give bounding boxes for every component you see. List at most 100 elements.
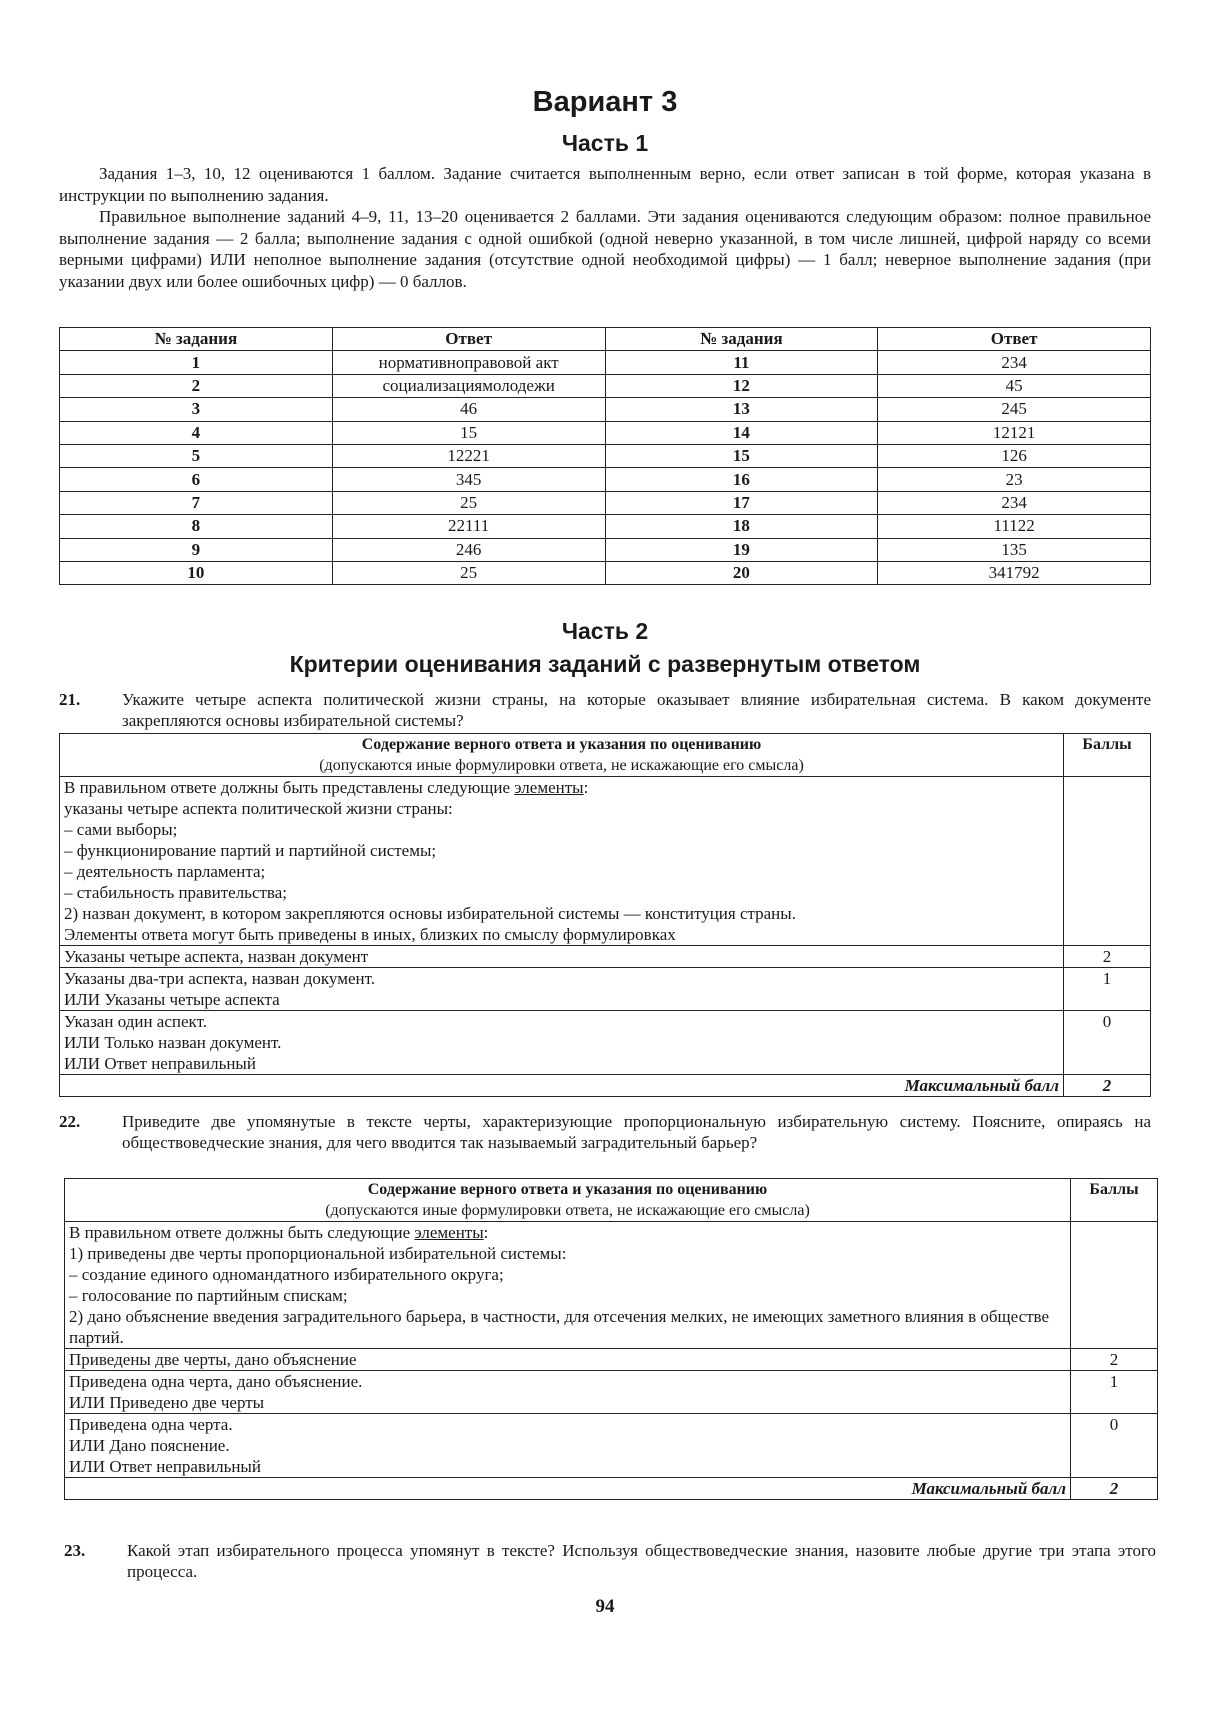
empty-score-cell [1070,1221,1158,1349]
criterion-line: ИЛИ Указаны четыре аспекта [64,990,280,1009]
score-row: Указаны четыре аспекта, назван документ 2 [59,945,1151,968]
score-criterion: Указаны два-три аспекта, назван документ… [59,967,1064,1011]
task-number-cell: 13 [604,397,879,422]
answer-line: – сами выборы; [64,820,178,839]
score-value: 1 [1070,1370,1158,1414]
answer-intro-text: В правильном ответе должны быть следующи… [69,1223,415,1242]
criteria-header-row: Содержание верного ответа и указания по … [59,733,1151,777]
empty-score-cell [1063,776,1151,946]
answer-line: – деятельность парламента; [64,862,266,881]
score-criterion: Приведена одна черта. ИЛИ Дано пояснение.… [64,1413,1071,1478]
part1-instructions: Задания 1–3, 10, 12 оцениваются 1 баллом… [59,163,1151,292]
score-criterion: Указан один аспект. ИЛИ Только назван док… [59,1010,1064,1075]
score-row: Указан один аспект. ИЛИ Только назван док… [59,1010,1151,1075]
answer-cell: 246 [331,537,606,562]
column-header: № задания [604,326,879,352]
answer-line: 2) назван документ, в котором закрепляют… [64,904,796,923]
task-number-cell: 12 [604,373,879,399]
answer-intro-underlined: элементы [514,778,584,797]
answer-cell: 12121 [877,420,1151,445]
question-text: Укажите четыре аспекта политической жизн… [122,690,1151,730]
answer-content-row: В правильном ответе должны быть представ… [59,776,1151,946]
score-row: Указаны два-три аспекта, назван документ… [59,967,1151,1011]
part2-heading: Часть 2 [561,618,649,644]
answer-cell: 22111 [331,514,606,539]
criteria-subheader: (допускаются иные формулировки ответа, н… [319,757,804,774]
criterion-line: ИЛИ Приведено две черты [69,1393,265,1412]
score-row: Приведены две черты, дано объяснение 2 [64,1348,1158,1371]
question-number: 23. [64,1541,86,1560]
answer-line: – голосование по партийным спискам; [69,1286,348,1305]
part1-heading: Часть 1 [561,130,649,156]
criteria-table-22: Содержание верного ответа и указания по … [64,1178,1158,1500]
answer-line: – функционирование партий и партийной си… [64,841,437,860]
task-number-cell: 2 [59,373,333,399]
table-row: 3 46 13 245 [59,397,1151,422]
score-header: Баллы [1063,733,1151,777]
score-criterion: Приведена одна черта, дано объяснение. ИЛ… [64,1370,1071,1414]
answer-cell: 345 [331,467,606,492]
column-header: Ответ [331,326,606,352]
answer-cell: 25 [331,490,606,516]
max-score-row: Максимальный балл 2 [59,1074,1151,1097]
score-value: 0 [1070,1413,1158,1478]
answer-cell: социализациямолодежи [331,373,606,399]
score-value: 2 [1070,1348,1158,1371]
column-header: № задания [59,326,333,352]
task-number-cell: 15 [604,443,879,469]
answer-cell: 45 [877,373,1151,399]
page-number: 94 [595,1596,615,1617]
criteria-header-text: Содержание верного ответа и указания по … [361,736,762,753]
answer-cell: 15 [331,420,606,445]
answer-cell: 25 [331,560,606,586]
paragraph: Правильное выполнение заданий 4–9, 11, 1… [59,207,1151,291]
answer-content: В правильном ответе должны быть представ… [59,776,1064,946]
score-row: Приведена одна черта, дано объяснение. ИЛ… [64,1370,1158,1414]
answer-cell: 234 [877,490,1151,516]
task-number-cell: 7 [59,490,333,516]
criteria-subheader: (допускаются иные формулировки ответа, н… [325,1202,810,1219]
answer-cell: 245 [877,397,1151,422]
table-row: 5 12221 15 126 [59,443,1151,469]
task-number-cell: 18 [604,514,879,539]
criteria-header: Содержание верного ответа и указания по … [64,1178,1071,1222]
criterion-line: Указаны два-три аспекта, назван документ… [64,969,376,988]
table-row: 2 социализациямолодежи 12 45 [59,373,1151,399]
answer-cell: 126 [877,443,1151,469]
table-row: 10 25 20 341792 [59,560,1151,586]
max-score-row: Максимальный балл 2 [64,1477,1158,1500]
answer-line: – создание единого одномандатного избира… [69,1265,504,1284]
max-score-label: Максимальный балл [59,1074,1064,1097]
task-number-cell: 4 [59,420,333,445]
answer-cell: 135 [877,537,1151,562]
max-score-value: 2 [1063,1074,1151,1097]
task-number-cell: 5 [59,443,333,469]
criterion-line: Приведена одна черта, дано объяснение. [69,1372,363,1391]
question-text: Какой этап избирательного процесса упомя… [127,1541,1156,1581]
answers-table: № задания Ответ № задания Ответ 1 нормати… [59,326,1151,586]
task-number-cell: 17 [604,490,879,516]
criterion-line: ИЛИ Ответ неправильный [69,1457,261,1476]
question-23: 23. Какой этап избирательного процесса у… [64,1540,1156,1582]
answer-line: указаны четыре аспекта политической жизн… [64,799,453,818]
score-value: 2 [1063,945,1151,968]
criteria-header-text: Содержание верного ответа и указания по … [367,1181,768,1198]
answer-line: Элементы ответа могут быть приведены в и… [64,925,676,944]
answer-cell: 341792 [877,560,1151,586]
criterion-line: Приведены две черты, дано объяснение [69,1350,357,1369]
question-number: 21. [59,690,81,709]
table-header-row: № задания Ответ № задания Ответ [59,326,1151,352]
answer-cell: 46 [331,397,606,422]
answer-intro: В правильном ответе должны быть следующи… [69,1223,489,1242]
task-number-cell: 20 [604,560,879,586]
answer-cell: 23 [877,467,1151,492]
answer-intro: В правильном ответе должны быть представ… [64,778,589,797]
task-number-cell: 3 [59,397,333,422]
criterion-line: Приведена одна черта. [69,1415,233,1434]
table-row: 6 345 16 23 [59,467,1151,492]
answer-content: В правильном ответе должны быть следующи… [64,1221,1071,1349]
task-number-cell: 9 [59,537,333,562]
question-number: 22. [59,1112,81,1131]
task-number-cell: 10 [59,560,333,586]
task-number-cell: 14 [604,420,879,445]
